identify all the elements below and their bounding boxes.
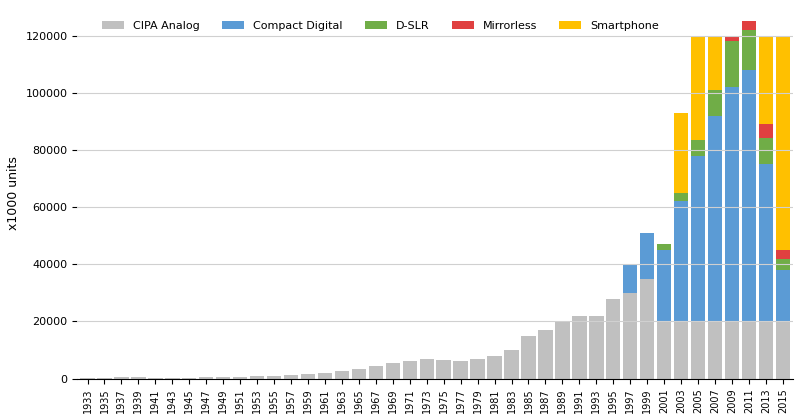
Bar bbox=[776, 270, 790, 321]
Bar bbox=[657, 321, 671, 378]
Bar bbox=[301, 374, 315, 378]
Bar bbox=[555, 321, 570, 378]
Bar bbox=[267, 376, 282, 378]
Bar bbox=[725, 37, 739, 41]
Bar bbox=[776, 321, 790, 378]
Bar bbox=[522, 336, 536, 378]
Bar bbox=[334, 371, 349, 378]
Bar bbox=[776, 36, 790, 378]
Bar bbox=[691, 36, 706, 378]
Bar bbox=[674, 193, 688, 201]
Bar bbox=[369, 366, 383, 378]
Bar bbox=[742, 70, 756, 321]
Bar bbox=[606, 299, 621, 378]
Bar bbox=[758, 321, 773, 378]
Bar bbox=[758, 164, 773, 321]
Bar bbox=[674, 201, 688, 321]
Bar bbox=[470, 359, 485, 378]
Bar bbox=[623, 264, 638, 293]
Bar bbox=[640, 233, 654, 278]
Bar bbox=[691, 321, 706, 378]
Bar bbox=[742, 36, 756, 378]
Bar bbox=[708, 90, 722, 116]
Bar bbox=[657, 250, 671, 321]
Bar bbox=[233, 377, 247, 378]
Bar bbox=[691, 155, 706, 321]
Bar bbox=[352, 369, 366, 378]
Bar bbox=[419, 359, 434, 378]
Bar bbox=[657, 244, 671, 250]
Legend: CIPA Analog, Compact Digital, D-SLR, Mirrorless, Smartphone: CIPA Analog, Compact Digital, D-SLR, Mir… bbox=[98, 16, 663, 35]
Bar bbox=[386, 363, 400, 378]
Bar bbox=[284, 375, 298, 378]
Bar bbox=[572, 316, 586, 378]
Bar bbox=[504, 350, 518, 378]
Bar bbox=[742, 321, 756, 378]
Bar bbox=[708, 116, 722, 321]
Bar bbox=[776, 250, 790, 259]
Bar bbox=[487, 356, 502, 378]
Bar bbox=[708, 321, 722, 378]
Bar bbox=[216, 377, 230, 378]
Bar bbox=[437, 360, 451, 378]
Bar bbox=[776, 259, 790, 270]
Bar bbox=[640, 278, 654, 378]
Bar bbox=[402, 362, 417, 378]
Bar bbox=[725, 87, 739, 321]
Bar bbox=[725, 321, 739, 378]
Bar bbox=[742, 30, 756, 70]
Bar bbox=[250, 376, 264, 378]
Bar bbox=[538, 330, 553, 378]
Bar bbox=[674, 113, 688, 378]
Bar bbox=[725, 41, 739, 87]
Bar bbox=[758, 139, 773, 164]
Bar bbox=[758, 124, 773, 139]
Y-axis label: x1000 units: x1000 units bbox=[7, 156, 20, 230]
Bar bbox=[674, 321, 688, 378]
Bar bbox=[758, 36, 773, 378]
Bar bbox=[623, 293, 638, 378]
Bar bbox=[742, 21, 756, 30]
Bar bbox=[691, 140, 706, 155]
Bar bbox=[454, 362, 468, 378]
Bar bbox=[708, 36, 722, 378]
Bar bbox=[725, 36, 739, 378]
Bar bbox=[131, 377, 146, 378]
Bar bbox=[318, 373, 332, 378]
Bar bbox=[589, 316, 603, 378]
